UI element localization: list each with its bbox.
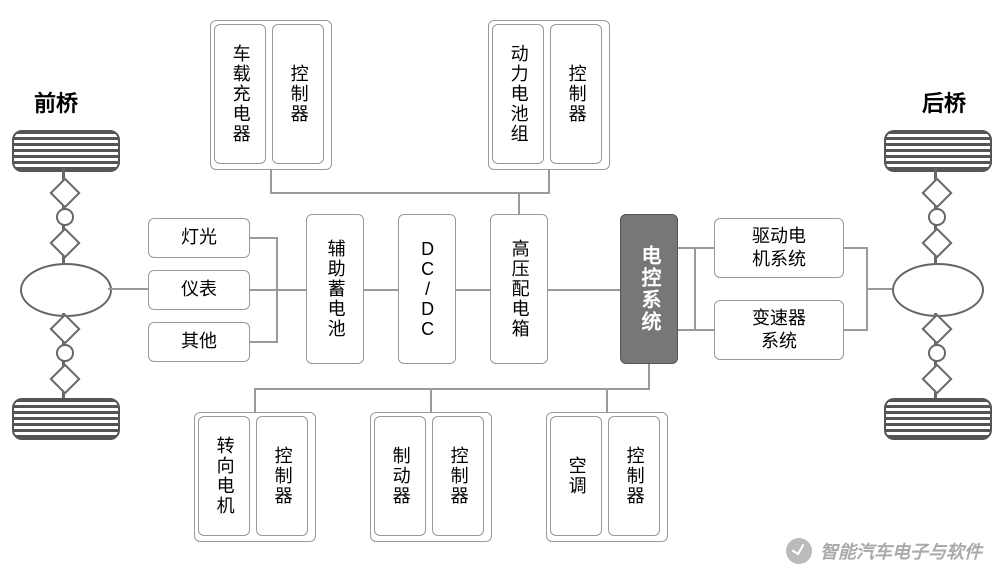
node-other: 其他 xyxy=(148,322,250,362)
rear-joint-3 xyxy=(921,227,952,258)
node-brake-ctrl: 控制器 xyxy=(445,446,470,506)
front-joint-5 xyxy=(56,344,74,362)
edge xyxy=(844,329,868,331)
edge xyxy=(276,237,278,343)
node-charger-ctrl: 控制器 xyxy=(285,64,310,124)
front-tire-top xyxy=(12,130,120,172)
node-ac-ctrl: 控制器 xyxy=(621,446,646,506)
edge xyxy=(678,329,714,331)
front-tire-bottom xyxy=(12,398,120,440)
node-ac: 空调 xyxy=(563,456,588,496)
node-dashboard: 仪表 xyxy=(148,270,250,310)
edge xyxy=(844,247,868,249)
node-hv-box: 高压配电箱 xyxy=(490,214,548,364)
rear-joint-2 xyxy=(928,208,946,226)
ac-pair: 空调 控制器 xyxy=(546,412,668,542)
front-hub xyxy=(20,263,112,317)
edge xyxy=(250,341,276,343)
edge xyxy=(456,289,490,291)
rear-joint-4 xyxy=(921,313,952,344)
edge xyxy=(364,289,398,291)
node-steering: 转向电机 xyxy=(211,436,236,516)
front-joint-6 xyxy=(49,363,80,394)
edge xyxy=(254,390,256,412)
edge xyxy=(648,364,650,390)
rear-joint-5 xyxy=(928,344,946,362)
brake-pair: 制动器 控制器 xyxy=(370,412,492,542)
edge xyxy=(694,247,696,331)
edge xyxy=(108,288,148,290)
rear-tire-bottom xyxy=(884,398,992,440)
node-dcdc: DC/DC xyxy=(398,214,456,364)
front-joint-2 xyxy=(56,208,74,226)
charger-pair: 车载充电器 控制器 xyxy=(210,20,332,170)
node-charger: 车载充电器 xyxy=(227,44,252,144)
battery-pair: 动力电池组 控制器 xyxy=(488,20,610,170)
rear-hub xyxy=(892,263,984,317)
node-brake: 制动器 xyxy=(387,446,412,506)
edge xyxy=(678,247,714,249)
watermark: 智能汽车电子与软件 xyxy=(786,538,982,564)
edge xyxy=(270,170,272,192)
edge xyxy=(270,192,550,194)
rear-tire-top xyxy=(884,130,992,172)
node-light: 灯光 xyxy=(148,218,250,258)
label-rear-axle: 后桥 xyxy=(922,86,966,118)
edge xyxy=(606,390,608,412)
node-ecu: 电控系统 xyxy=(620,214,678,364)
rear-joint-1 xyxy=(921,177,952,208)
front-joint-3 xyxy=(49,227,80,258)
edge xyxy=(548,170,550,192)
edge xyxy=(518,192,520,214)
edge xyxy=(250,237,276,239)
node-transmission: 变速器 系统 xyxy=(714,300,844,360)
node-battery-pack: 动力电池组 xyxy=(505,44,530,144)
edge xyxy=(254,388,649,390)
node-aux-battery: 辅助蓄电池 xyxy=(306,214,364,364)
edge xyxy=(430,390,432,412)
node-drive-motor: 驱动电 机系统 xyxy=(714,218,844,278)
node-battery-ctrl: 控制器 xyxy=(563,64,588,124)
steering-pair: 转向电机 控制器 xyxy=(194,412,316,542)
edge xyxy=(250,289,306,291)
node-steering-ctrl: 控制器 xyxy=(269,446,294,506)
front-joint-1 xyxy=(49,177,80,208)
edge xyxy=(548,289,620,291)
label-front-axle: 前桥 xyxy=(34,86,78,118)
front-joint-4 xyxy=(49,313,80,344)
edge xyxy=(866,288,892,290)
wechat-icon xyxy=(786,538,812,564)
rear-joint-6 xyxy=(921,363,952,394)
